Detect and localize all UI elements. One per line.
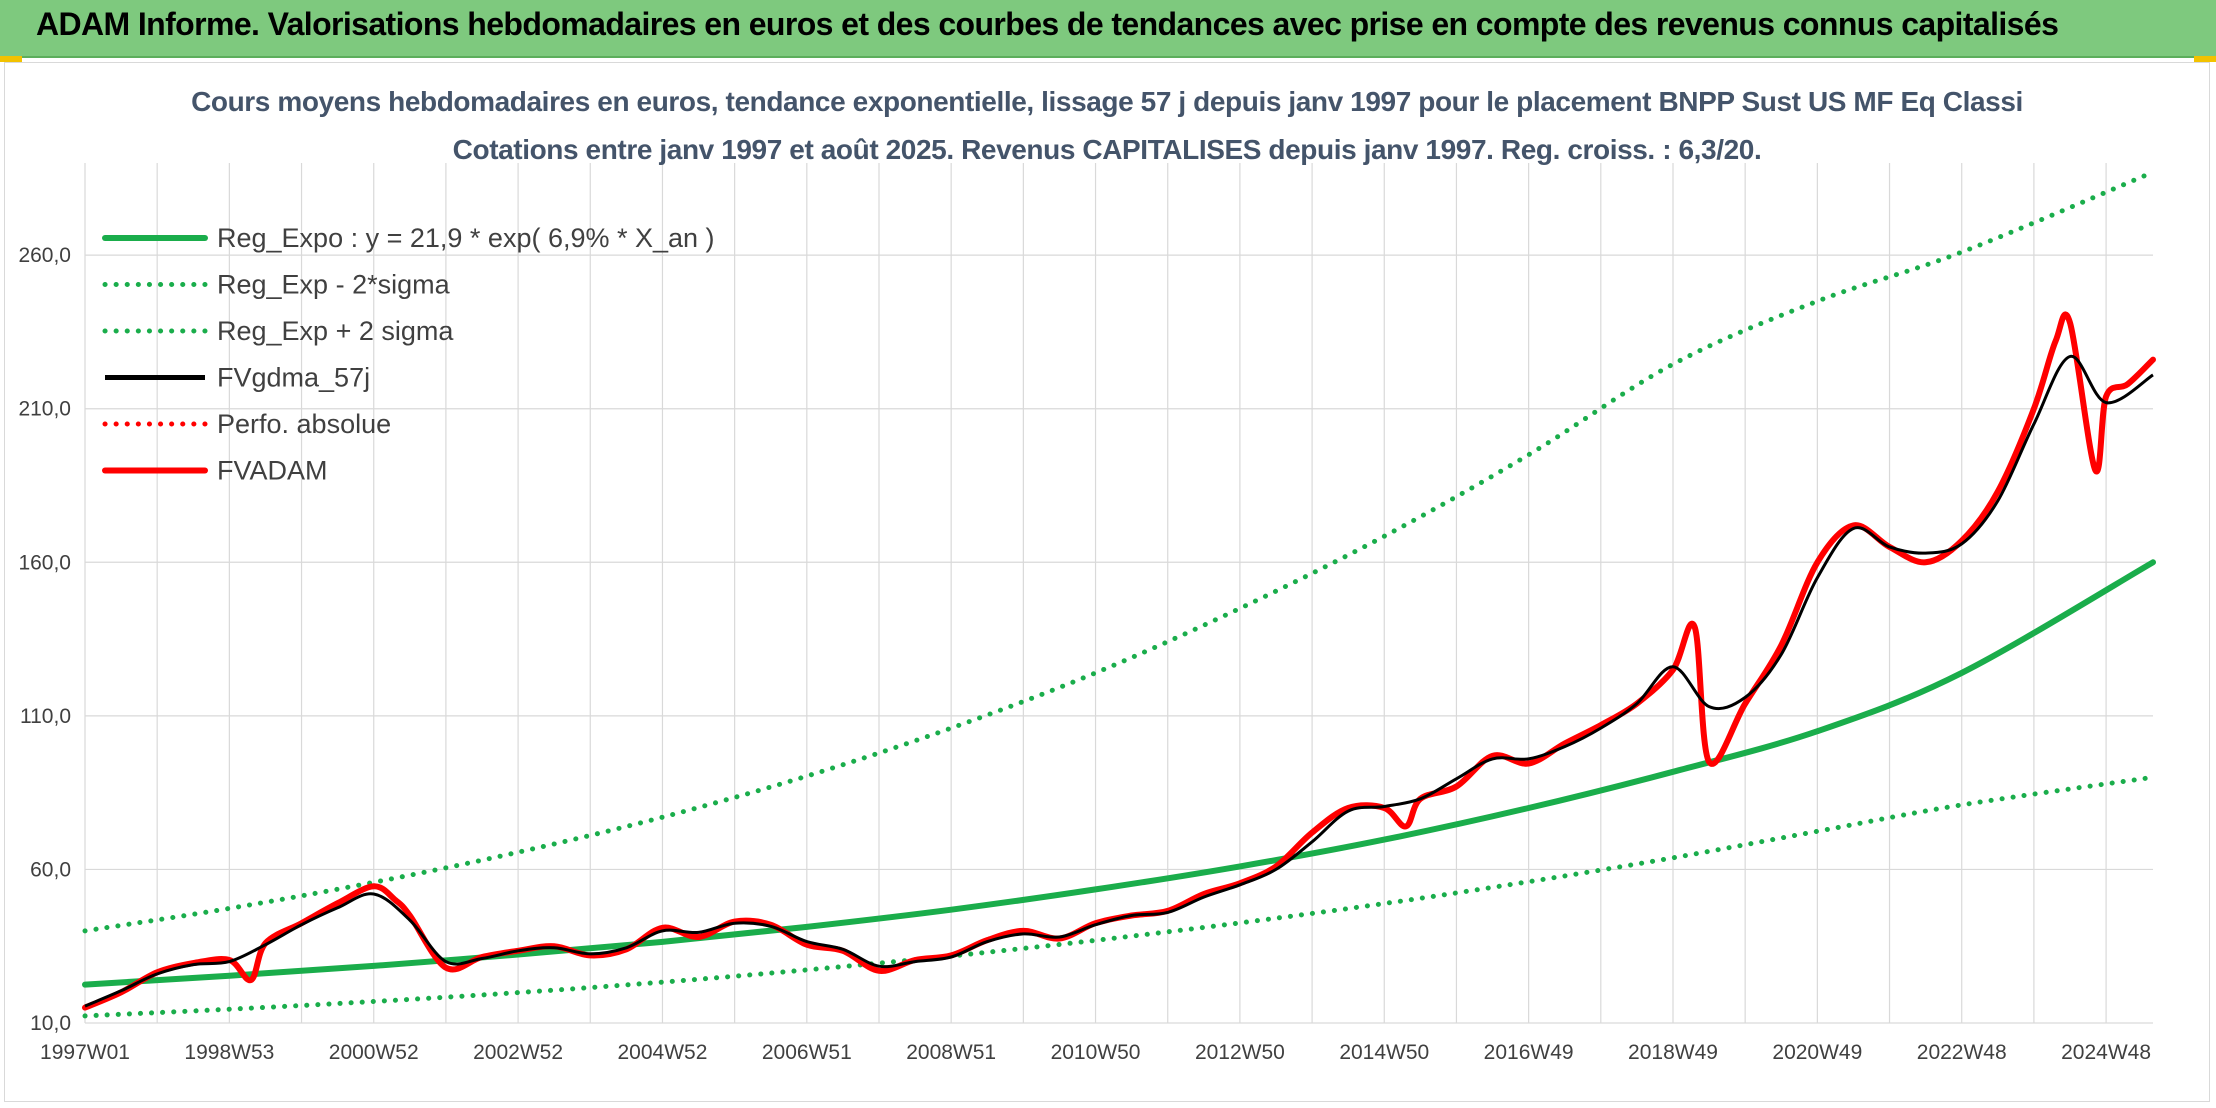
chart-svg: 10,0 60,0 110,0 160,0 210,0 260,0 1997W01 1998W… — [18, 86, 2156, 1064]
x-tick-label: 1998W53 — [184, 1041, 274, 1064]
y-tick-label: 260,0 — [18, 244, 71, 267]
series-reg-exp-minus-2sigma — [82, 774, 2156, 1019]
corner-mark-left — [0, 56, 22, 62]
series-layer — [82, 169, 2156, 1019]
x-tick-label: 2014W50 — [1339, 1041, 1429, 1064]
x-tick-label: 2024W48 — [2061, 1041, 2151, 1064]
x-tick-label: 2018W49 — [1628, 1041, 1718, 1064]
y-tick-label: 60,0 — [30, 858, 71, 881]
y-tick-label: 10,0 — [30, 1012, 71, 1035]
x-tick-label: 2022W48 — [1917, 1041, 2007, 1064]
y-tick-label: 210,0 — [18, 398, 71, 421]
legend-label: Reg_Exp - 2*sigma — [217, 270, 451, 300]
x-tick-label: 2004W52 — [617, 1041, 707, 1064]
x-tick-label: 2000W52 — [329, 1041, 419, 1064]
page-title: ADAM Informe. Valorisations hebdomadaire… — [36, 6, 2059, 42]
x-tick-label: 2008W51 — [906, 1041, 996, 1064]
y-tick-label: 110,0 — [20, 705, 71, 728]
corner-mark-right — [2194, 56, 2216, 62]
x-tick-label: 2020W49 — [1772, 1041, 1862, 1064]
series-reg-exp-plus-2sigma — [82, 169, 2156, 934]
legend-label: Perfo. absolue — [217, 409, 391, 439]
x-tick-label: 2006W51 — [762, 1041, 852, 1064]
series-fvadam — [82, 311, 2156, 1011]
series-fvgdma-57j — [84, 355, 2154, 1008]
x-tick-label: 2012W50 — [1195, 1041, 1285, 1064]
legend-label: Reg_Expo : y = 21,9 * exp( 6,9% * X_an ) — [217, 223, 715, 253]
legend: Reg_Expo : y = 21,9 * exp( 6,9% * X_an )… — [102, 223, 715, 486]
legend-label: FVADAM — [217, 456, 328, 486]
x-tick-label: 1997W01 — [40, 1041, 130, 1064]
legend-label: Reg_Exp + 2 sigma — [217, 316, 454, 346]
grid-layer — [84, 163, 2153, 1024]
chart-panel: 10,0 60,0 110,0 160,0 210,0 260,0 1997W01 1998W… — [4, 62, 2210, 1102]
legend-label: FVgdma_57j — [217, 363, 370, 393]
y-tick-label: 160,0 — [18, 551, 71, 574]
series-reg-expo — [82, 559, 2156, 988]
tick-layer: 10,0 60,0 110,0 160,0 210,0 260,0 1997W01 1998W… — [18, 244, 2151, 1064]
x-tick-label: 2016W49 — [1484, 1041, 1574, 1064]
header-bar: ADAM Informe. Valorisations hebdomadaire… — [0, 0, 2216, 58]
chart-title: Cours moyens hebdomadaires en euros, ten… — [191, 86, 2023, 117]
chart-subtitle: Cotations entre janv 1997 et août 2025. … — [453, 134, 1762, 165]
x-tick-label: 2010W50 — [1051, 1041, 1141, 1064]
x-tick-label: 2002W52 — [473, 1041, 563, 1064]
